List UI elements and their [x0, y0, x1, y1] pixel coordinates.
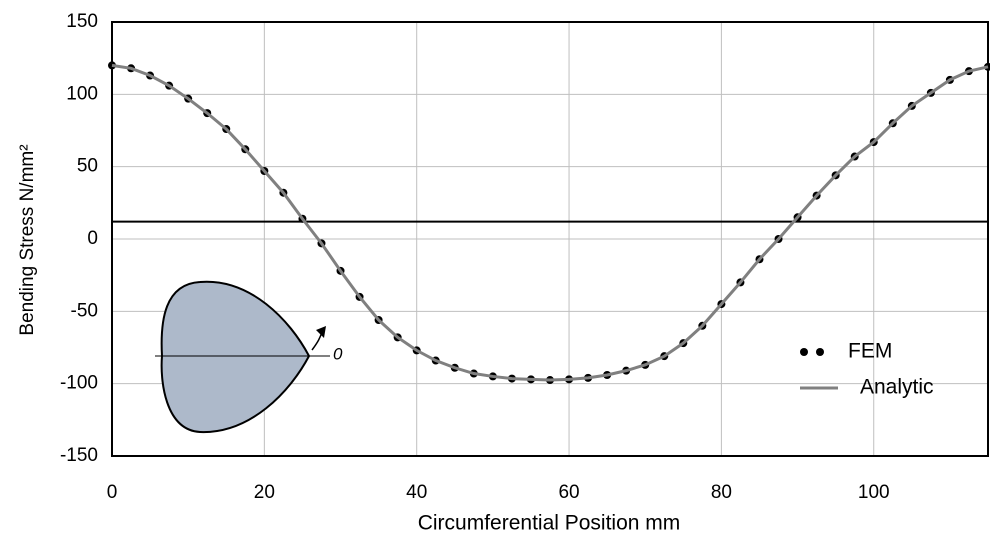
inset-label: 0 [333, 344, 343, 363]
y-tick-label: 50 [77, 156, 98, 177]
x-tick-label: 80 [711, 482, 732, 503]
x-tick-label: 40 [406, 482, 427, 503]
direction-arrow [311, 331, 323, 351]
y-tick-label: 150 [66, 11, 98, 32]
x-tick-label: 100 [858, 482, 890, 503]
x-tick-label: 60 [558, 482, 579, 503]
plot-border [111, 21, 989, 457]
inset-shape: 0 [155, 280, 343, 434]
legend-label: Analytic [860, 376, 934, 399]
y-tick-label: -50 [71, 300, 98, 321]
arrow-head [316, 326, 326, 338]
y-tick-label: -100 [60, 373, 98, 394]
legend-label: FEM [848, 340, 892, 363]
legend-dot [800, 348, 808, 356]
analytic-line [111, 63, 989, 382]
y-tick-label: 100 [66, 83, 98, 104]
legend-dot [816, 348, 824, 356]
y-tick-label: -150 [60, 445, 98, 466]
plot-area [111, 21, 989, 457]
cross-section [160, 280, 311, 434]
y-tick-label: 0 [87, 228, 98, 249]
y-axis-label: Bending Stress N/mm² [17, 144, 38, 335]
x-tick-label: 20 [254, 482, 275, 503]
x-tick-label: 0 [107, 482, 118, 503]
x-axis-label: Circumferential Position mm [418, 512, 681, 535]
